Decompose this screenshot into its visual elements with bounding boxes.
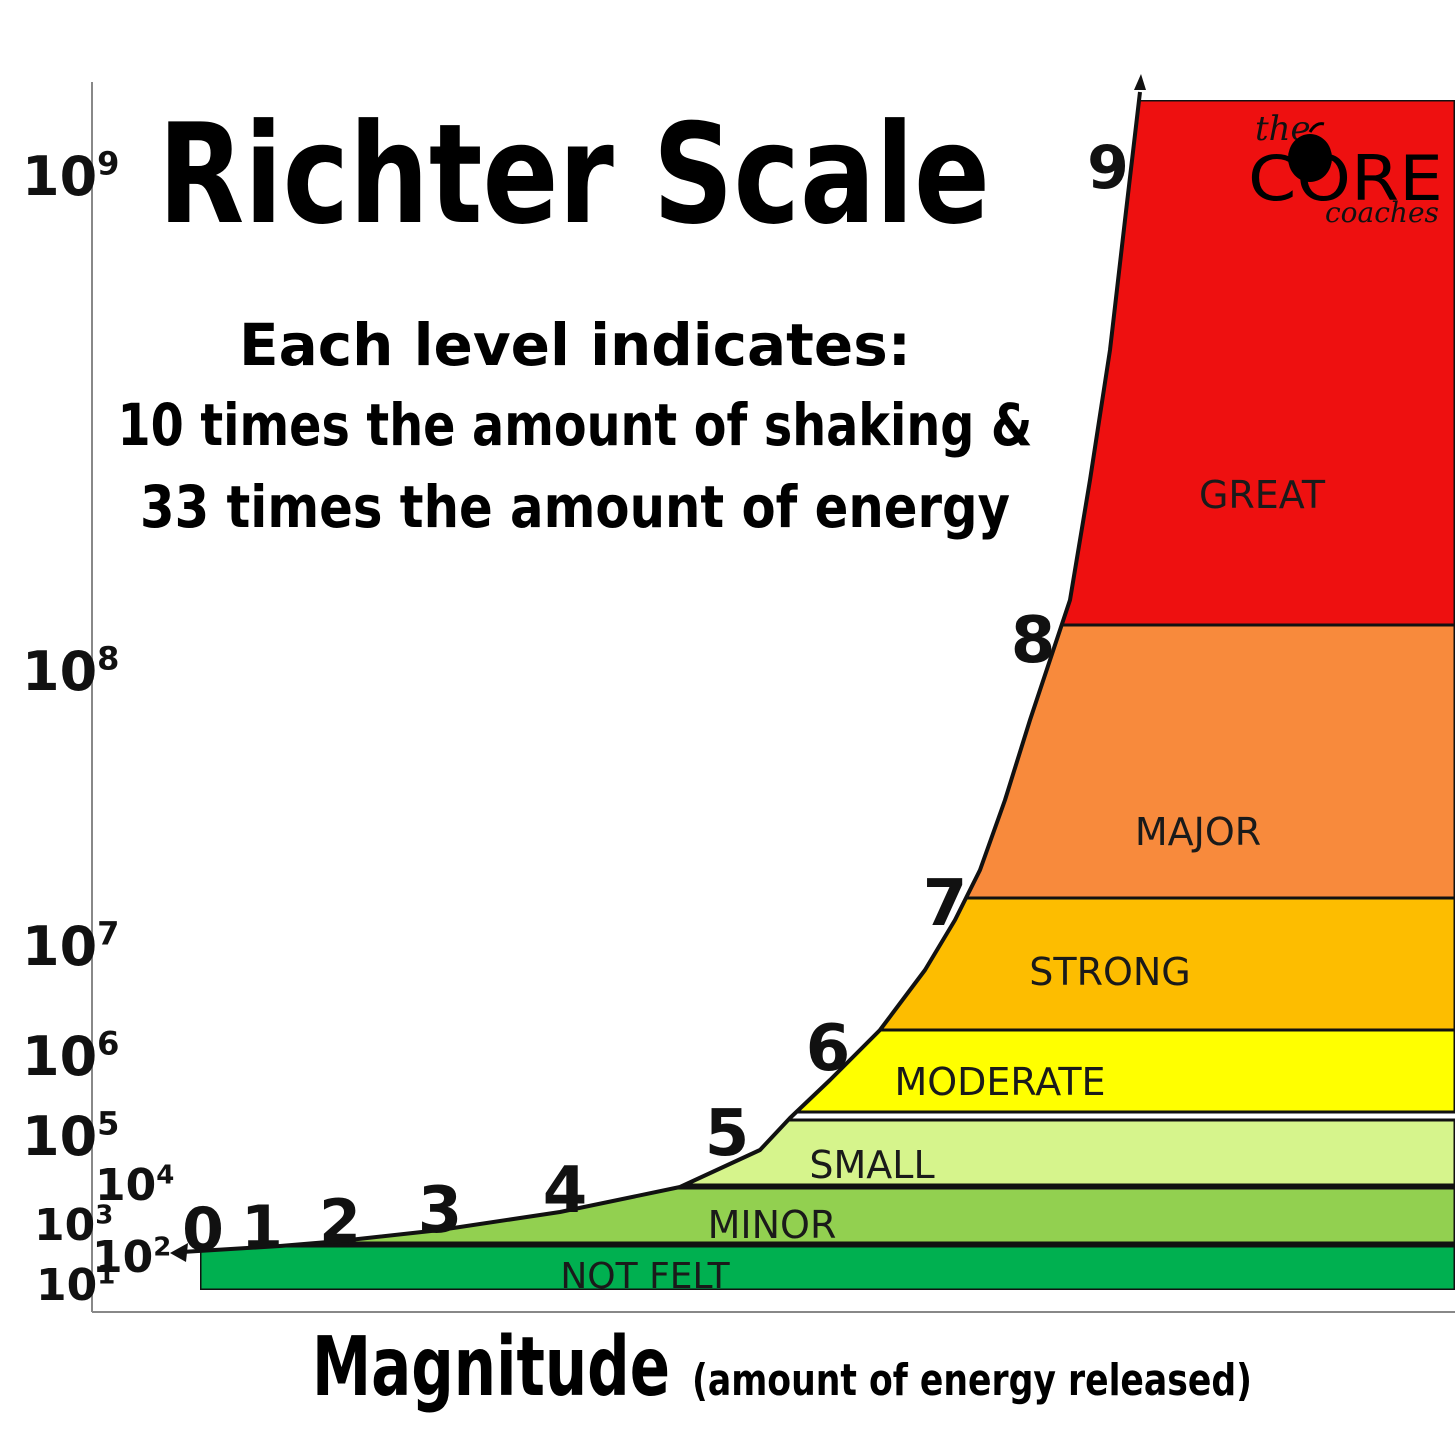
magnitude-label-7: 7: [923, 867, 968, 941]
page-title: Richter Scale: [158, 94, 990, 255]
x-axis-title: Magnitude: [312, 1320, 670, 1415]
magnitude-label-6: 6: [806, 1012, 851, 1086]
y-tick-label-10e8: 108: [22, 639, 119, 703]
magnitude-bands: [200, 100, 1455, 1290]
y-tick-label-10e5: 105: [22, 1104, 119, 1168]
y-tick-label-10e1: 101: [36, 1260, 115, 1311]
band-label-moderate: MODERATE: [894, 1060, 1105, 1104]
svg-text:coaches: coaches: [1325, 196, 1439, 229]
band-label-not-felt: NOT FELT: [560, 1256, 730, 1297]
band-label-strong: STRONG: [1029, 950, 1191, 994]
y-tick-label-10e4: 104: [95, 1160, 174, 1211]
magnitude-label-4: 4: [543, 1154, 588, 1228]
band-label-great: GREAT: [1199, 473, 1326, 517]
band-label-major: MAJOR: [1135, 810, 1261, 854]
band-label-small: SMALL: [809, 1143, 934, 1187]
subtitle-line-1: Each level indicates:: [239, 311, 911, 379]
magnitude-label-5: 5: [705, 1097, 750, 1171]
y-tick-label-10e2: 102: [92, 1232, 171, 1283]
magnitude-label-1: 1: [241, 1193, 283, 1263]
band-major: [200, 623, 1455, 900]
y-tick-label-10e7: 107: [22, 914, 119, 978]
y-tick-label-10e6: 106: [22, 1024, 119, 1088]
band-strong: [200, 896, 1455, 1032]
magnitude-label-8: 8: [1011, 604, 1056, 678]
svg-text:CORE: CORE: [1248, 142, 1443, 215]
y-tick-label-10e9: 109: [22, 144, 119, 208]
magnitude-label-9: 9: [1087, 133, 1129, 203]
energy-curve: [181, 91, 1142, 1254]
core-coaches-logo: the CORE coaches: [1248, 109, 1443, 229]
magnitude-label-2: 2: [319, 1187, 361, 1257]
y-tick-label-10e3: 103: [34, 1200, 113, 1251]
apple-icon: [1288, 134, 1332, 182]
curve-arrow-top-icon: [1134, 74, 1146, 90]
band-label-minor: MINOR: [708, 1203, 837, 1247]
curve-arrow-left-icon: [170, 1243, 188, 1262]
magnitude-label-3: 3: [418, 1174, 463, 1248]
subtitle-line-2: 10 times the amount of shaking &: [118, 391, 1033, 459]
magnitude-label-0: 0: [182, 1195, 224, 1265]
band-not-felt: [200, 1244, 1455, 1290]
subtitle-line-3: 33 times the amount of energy: [140, 473, 1010, 541]
x-axis-subtitle: (amount of energy released): [692, 1355, 1252, 1406]
